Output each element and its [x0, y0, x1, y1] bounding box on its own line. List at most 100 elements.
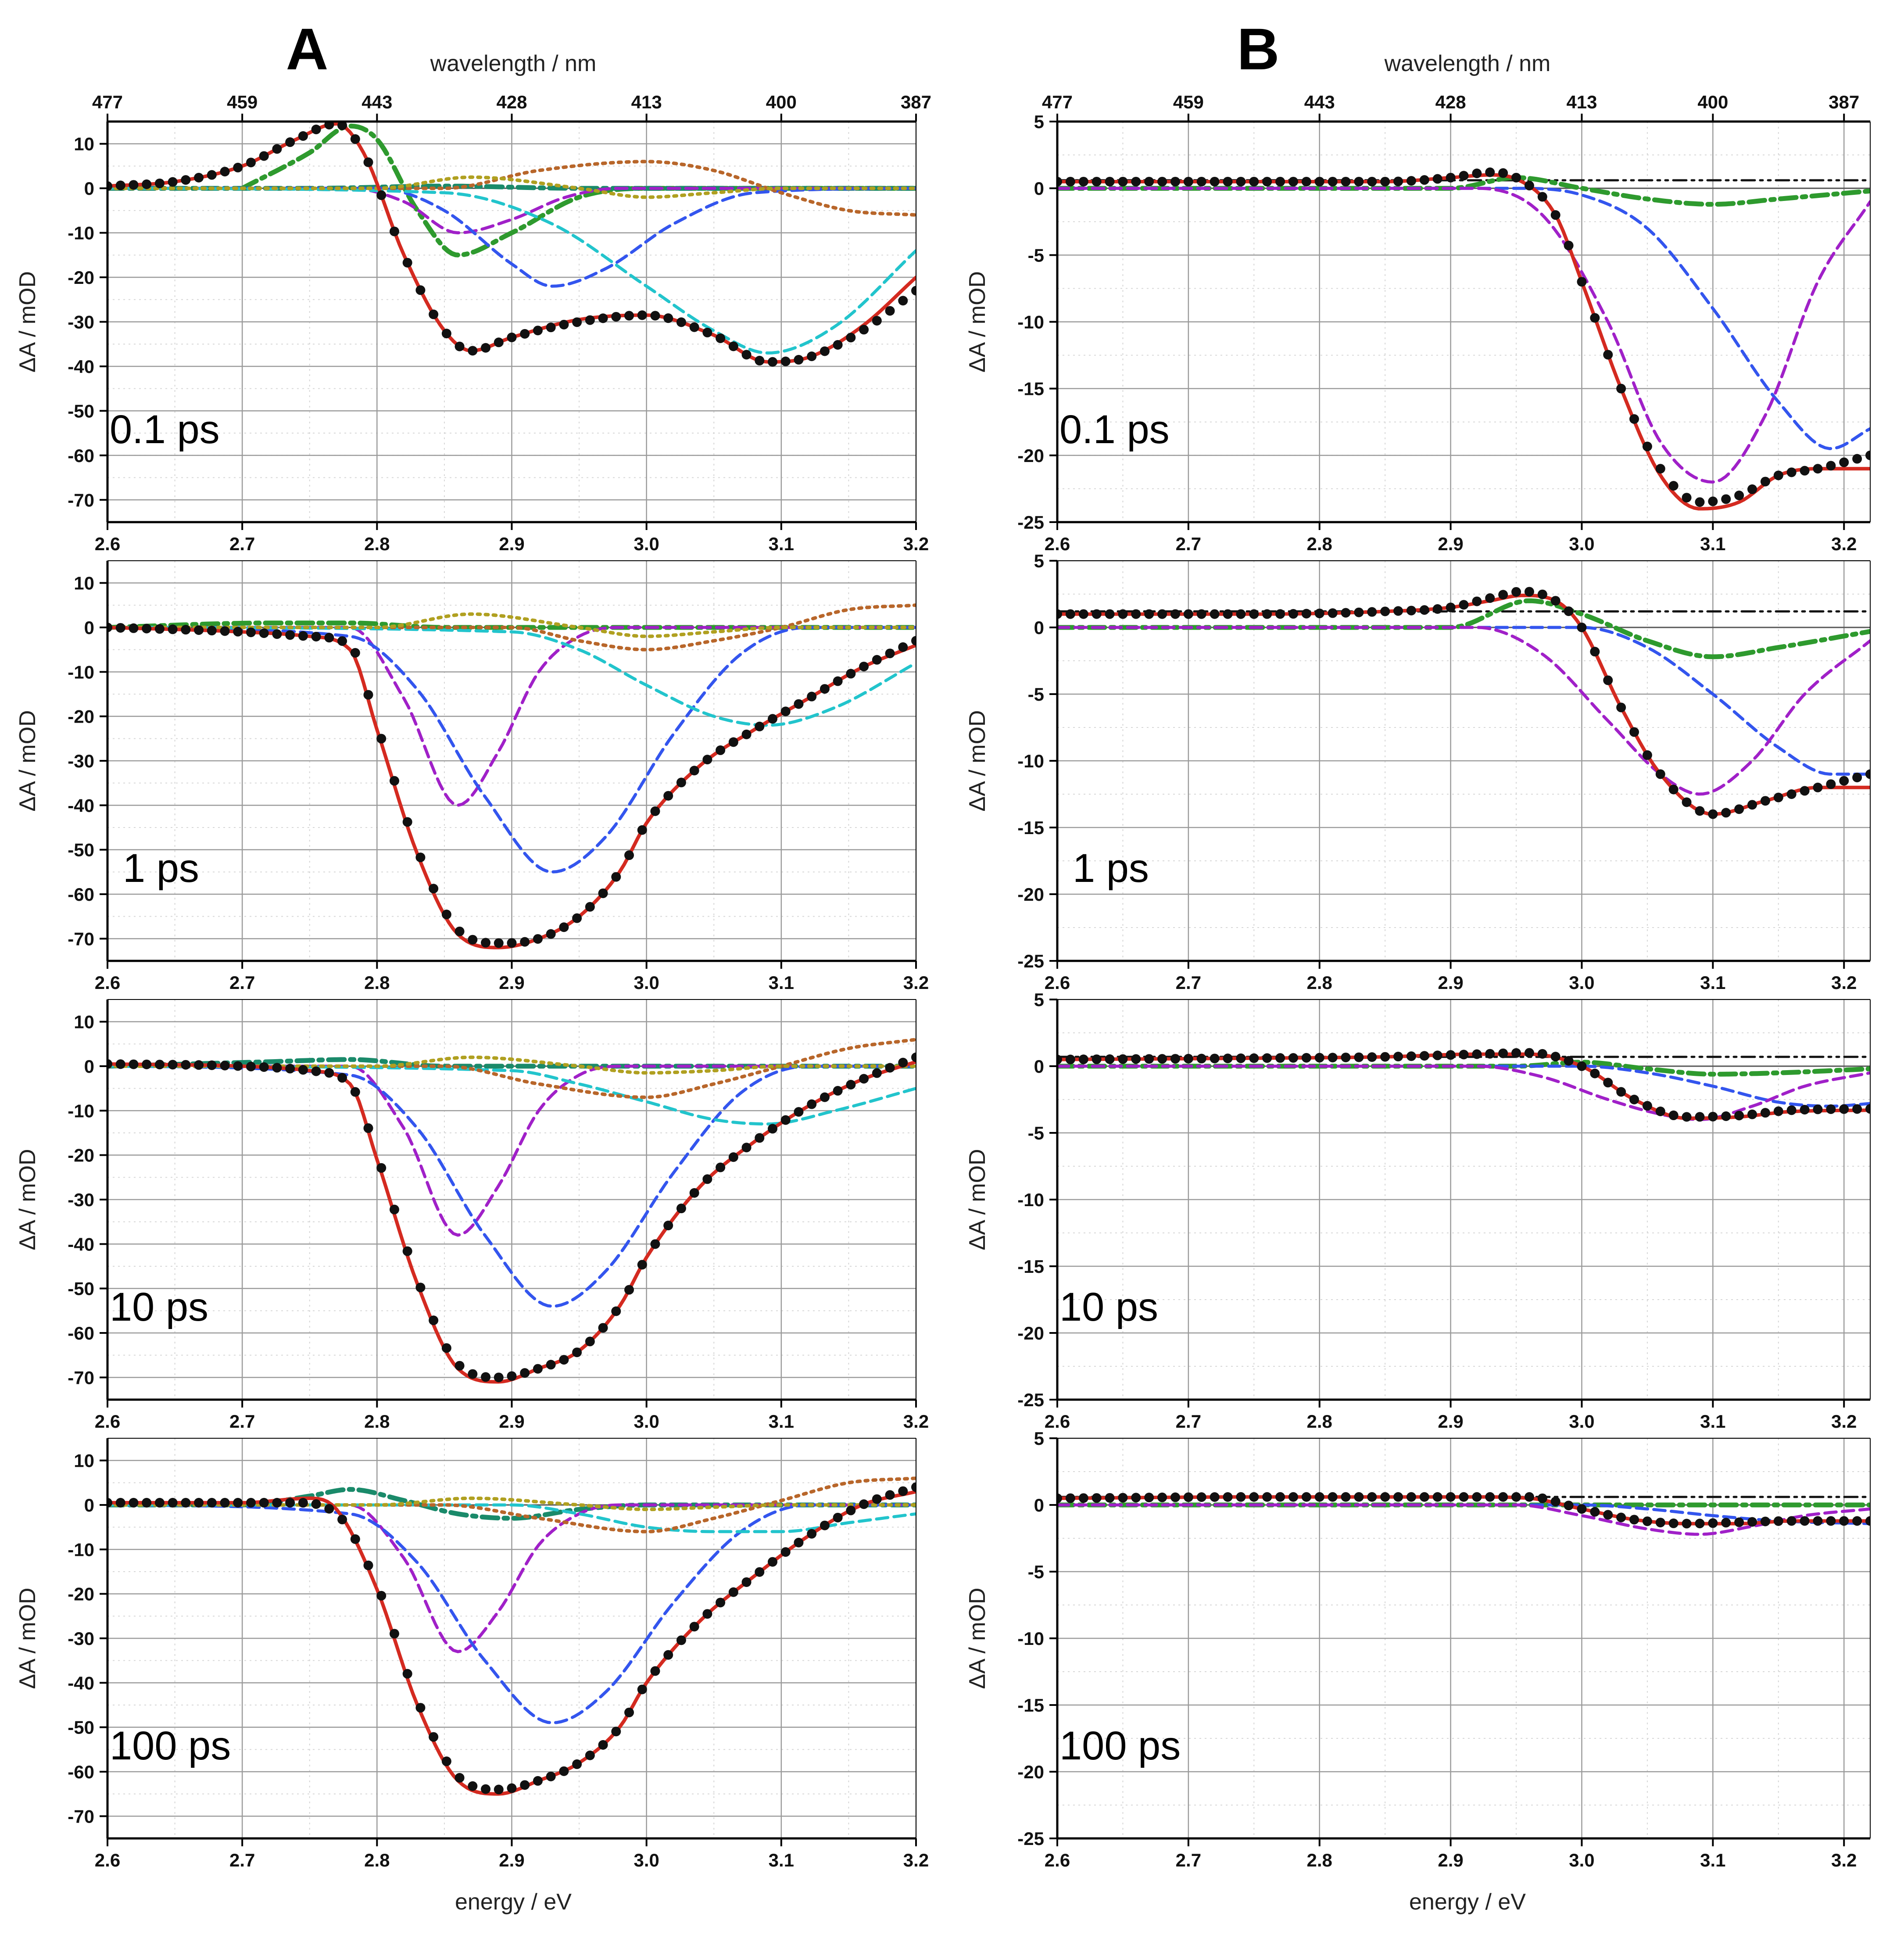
data-point: [441, 329, 451, 339]
data-point: [533, 326, 543, 336]
y-tick-label: -70: [68, 928, 94, 949]
data-point: [546, 1360, 556, 1370]
series-line-green: [240, 123, 916, 258]
data-point: [363, 690, 373, 700]
data-point: [728, 737, 738, 747]
data-point: [676, 1204, 686, 1214]
data-point: [780, 706, 791, 716]
panel-b-1: 5 0 -5 -10 -15 -20 -252.6 2.7 2.8 2.9 3.0 3.1 3.2 477…: [965, 92, 1871, 554]
data-point: [1786, 1105, 1797, 1115]
data-point: [650, 806, 660, 816]
y-tick-label: -30: [68, 312, 94, 333]
x-tick-label: 2.7: [229, 1850, 255, 1870]
data-point: [129, 1497, 139, 1508]
data-point: [1170, 1054, 1180, 1064]
data-point: [1406, 176, 1416, 186]
data-point: [820, 1520, 830, 1530]
x-tick-label: 2.9: [1438, 534, 1463, 554]
data-point: [1865, 769, 1870, 779]
data-point: [1590, 1507, 1600, 1517]
data-point: [1498, 590, 1508, 600]
data-point: [1734, 1517, 1744, 1527]
data-point: [481, 1784, 491, 1794]
data-point: [481, 938, 491, 948]
y-tick-label: 0: [84, 178, 94, 199]
data-point: [585, 902, 595, 912]
data-point: [1446, 602, 1456, 613]
data-point: [728, 1587, 738, 1597]
data-point: [1616, 383, 1626, 394]
data-point: [142, 1497, 152, 1508]
y-tick-label: -10: [1017, 1628, 1044, 1649]
y-axis-title: ΔA / mOD: [965, 710, 990, 811]
data-point: [402, 1246, 412, 1256]
data-point: [1498, 168, 1508, 178]
data-point: [1734, 491, 1744, 501]
x-tick-label: 2.7: [1176, 972, 1201, 993]
y-axis-title: ΔA / mOD: [15, 271, 40, 373]
data-point: [1511, 587, 1521, 597]
data-point: [259, 151, 269, 161]
data-point: [1144, 609, 1154, 619]
y-tick-label: -20: [1017, 884, 1044, 905]
data-point: [1144, 176, 1154, 186]
data-point: [728, 1152, 738, 1162]
bottom-axis-title-a: energy / eV: [455, 1889, 572, 1915]
data-point: [898, 642, 908, 652]
data-point: [702, 755, 712, 765]
data-point: [1760, 796, 1770, 806]
data-point: [324, 122, 334, 130]
top-tick-label: 387: [1829, 92, 1859, 112]
data-point: [455, 1773, 465, 1783]
data-point: [1524, 1492, 1534, 1502]
data-point: [311, 1066, 321, 1076]
data-point: [1249, 1492, 1259, 1502]
time-delay-label: 10 ps: [1059, 1285, 1158, 1329]
y-axis-title: ΔA / mOD: [15, 710, 40, 811]
data-point: [1485, 593, 1495, 603]
y-tick-label: 5: [1034, 989, 1044, 1010]
data-point: [624, 850, 634, 860]
data-point: [259, 1497, 269, 1508]
data-point: [1708, 1518, 1718, 1528]
data-point: [429, 1732, 439, 1742]
y-tick-label: -5: [1028, 245, 1044, 265]
data-point: [1813, 464, 1823, 474]
top-axis-title-a: wavelength / nm: [430, 51, 597, 76]
data-point: [233, 162, 243, 172]
data-point: [859, 1499, 869, 1509]
data-point: [1262, 176, 1272, 186]
data-point: [142, 179, 152, 189]
y-tick-label: -40: [68, 795, 94, 816]
data-point: [168, 177, 178, 187]
data-point: [1564, 1501, 1574, 1511]
data-point: [1354, 176, 1364, 186]
data-point: [741, 1143, 752, 1153]
data-point: [1131, 1493, 1141, 1503]
data-point: [1629, 414, 1639, 424]
data-point: [1380, 606, 1390, 616]
data-point: [441, 1343, 451, 1353]
x-tick-label: 2.7: [1176, 534, 1201, 554]
data-point: [1406, 1492, 1416, 1502]
data-point: [1721, 1518, 1731, 1528]
data-point: [572, 1759, 582, 1769]
data-point: [1550, 596, 1560, 606]
data-point: [1760, 476, 1770, 487]
x-tick-label: 2.8: [1307, 972, 1332, 993]
data-point: [1144, 1493, 1154, 1503]
data-point: [689, 322, 699, 332]
data-point: [1642, 441, 1652, 451]
data-point: [1210, 176, 1220, 186]
data-point: [259, 1062, 269, 1072]
x-tick-label: 3.2: [1831, 972, 1857, 993]
data-point: [1577, 1504, 1587, 1514]
y-tick-label: -60: [68, 884, 94, 905]
data-point: [298, 1498, 308, 1508]
data-point: [1223, 609, 1233, 619]
data-point: [1708, 496, 1718, 506]
data-point: [755, 1567, 765, 1577]
data-point: [846, 669, 856, 679]
data-point: [911, 286, 916, 296]
data-point: [1419, 1051, 1429, 1061]
